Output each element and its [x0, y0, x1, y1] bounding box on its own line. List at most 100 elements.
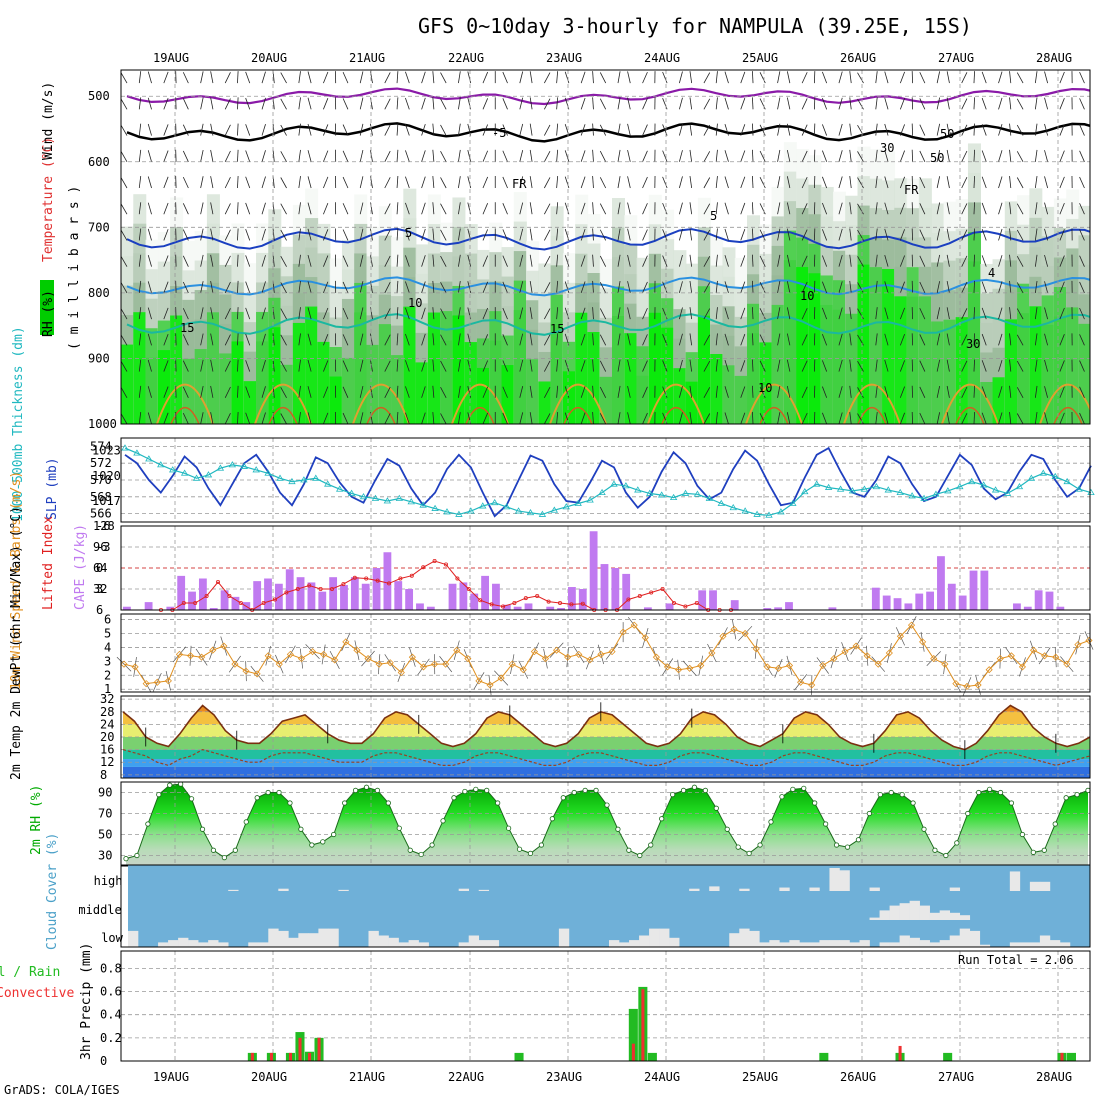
barb	[519, 254, 524, 267]
barb	[163, 281, 169, 294]
cloud-frame	[120, 864, 1091, 948]
barb	[715, 254, 718, 267]
wind-marker	[1063, 660, 1071, 668]
barb	[121, 308, 128, 320]
barb	[777, 412, 781, 424]
barb	[298, 359, 301, 372]
barb	[458, 123, 461, 136]
rh-marker	[801, 785, 807, 791]
cape-bar	[296, 577, 305, 610]
barb	[875, 123, 878, 136]
rh-marker	[757, 842, 763, 848]
date-bottom-label: 20AUG	[251, 1070, 287, 1084]
barb	[224, 72, 231, 84]
barb	[617, 412, 621, 424]
barb	[617, 281, 621, 293]
barb	[899, 97, 905, 110]
barb	[405, 307, 410, 320]
cape-bar	[329, 577, 338, 610]
temp-band	[123, 737, 1090, 750]
barb	[592, 97, 594, 110]
barb	[838, 97, 843, 110]
cloud-bar	[879, 910, 890, 920]
barb	[323, 229, 329, 241]
barb	[1044, 412, 1049, 424]
barb	[801, 150, 808, 162]
barb	[237, 307, 239, 320]
barb	[121, 151, 128, 162]
li-marker	[204, 594, 209, 599]
contour-15	[126, 313, 1090, 336]
barb	[342, 412, 349, 424]
cloud-bar	[268, 928, 279, 947]
barb	[421, 333, 426, 346]
cape-bar	[144, 602, 153, 610]
cloud-bar	[949, 912, 961, 920]
barb	[875, 280, 878, 293]
barb	[919, 255, 926, 267]
thickness-marker	[1027, 474, 1036, 481]
barb	[801, 124, 808, 136]
barb	[384, 386, 391, 398]
wind-marker	[686, 664, 694, 672]
barb	[981, 124, 987, 136]
barb	[689, 333, 693, 346]
wind-marker	[763, 663, 771, 671]
cape-bar	[828, 607, 837, 610]
barb	[556, 228, 559, 241]
li-marker	[364, 576, 369, 581]
ylabel-thickness: 1000-500mb Thickness (dm)	[11, 326, 26, 522]
barb	[182, 412, 189, 424]
contour-20	[745, 383, 803, 424]
barb	[580, 360, 586, 372]
barb	[998, 412, 1003, 424]
barb	[421, 124, 426, 136]
barb	[981, 386, 987, 398]
barb	[421, 281, 426, 294]
barb	[838, 307, 843, 320]
barb	[458, 385, 461, 398]
barb	[580, 255, 586, 267]
barb	[801, 412, 808, 424]
barb	[642, 360, 648, 372]
barb	[849, 176, 852, 189]
barb	[786, 307, 791, 320]
thickness-marker	[431, 504, 439, 511]
cloud-bar	[919, 905, 930, 920]
barb	[724, 97, 729, 110]
barb	[884, 123, 889, 136]
cloud-bar	[859, 940, 870, 947]
barb	[323, 176, 329, 189]
barb	[210, 385, 214, 398]
barb	[1009, 333, 1012, 346]
cape-bar	[947, 583, 956, 610]
thickness-marker	[419, 501, 427, 508]
barb	[200, 333, 204, 346]
barb	[245, 150, 251, 162]
contour-5	[126, 227, 1090, 251]
barb	[210, 97, 214, 110]
barb	[121, 282, 128, 294]
ytick-label: 32	[100, 692, 114, 706]
barb	[617, 333, 621, 346]
barb	[786, 412, 791, 424]
barb	[998, 228, 1003, 241]
barb	[280, 72, 287, 84]
ytick-label: 4	[104, 640, 111, 654]
thickness-marker	[192, 474, 201, 481]
barb	[627, 254, 631, 267]
barb	[759, 203, 766, 215]
barb	[759, 308, 766, 320]
barb	[396, 71, 399, 84]
barb	[875, 71, 878, 84]
wind-marker	[186, 652, 195, 660]
temp-band	[123, 766, 1090, 778]
li-marker	[318, 587, 323, 592]
barb	[1097, 176, 1100, 188]
thickness-marker	[324, 480, 332, 487]
barb	[298, 307, 301, 320]
thickness-marker	[991, 486, 1000, 493]
barb	[724, 123, 729, 136]
thickness-marker	[824, 483, 833, 490]
